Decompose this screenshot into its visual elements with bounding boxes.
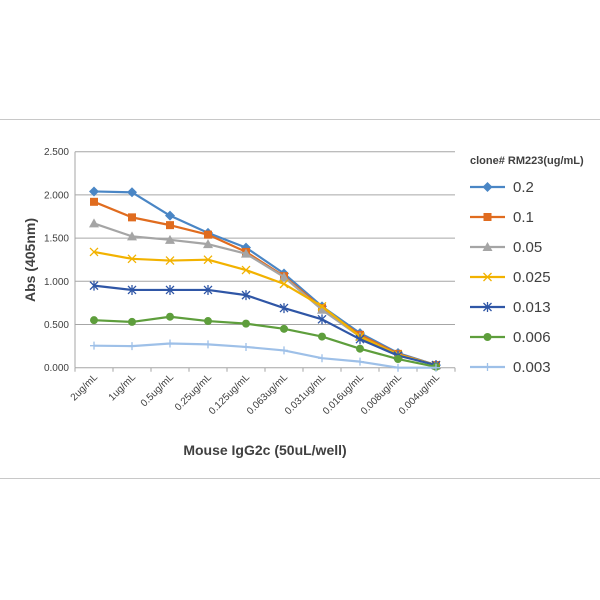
data-point	[89, 218, 99, 228]
x-tick-label: 1ug/mL	[107, 372, 139, 404]
series-line-0.006	[93, 315, 437, 368]
legend-marker	[482, 182, 493, 192]
series-line-0.025	[93, 250, 437, 367]
y-tick-label: 1.000	[44, 277, 69, 288]
data-point	[165, 256, 175, 266]
legend-label: 0.1	[513, 209, 534, 226]
data-point	[166, 221, 174, 230]
legend-marker	[483, 272, 492, 282]
data-point	[128, 317, 136, 326]
data-point	[318, 354, 326, 363]
legend-marker	[483, 363, 492, 371]
legend-marker	[483, 302, 492, 312]
legend-title: clone# RM223(ug/mL)	[470, 155, 584, 167]
data-point	[203, 255, 213, 265]
data-point	[432, 363, 440, 372]
data-point	[394, 363, 402, 372]
data-point	[242, 319, 250, 328]
series-line-0.1	[93, 200, 437, 367]
data-point	[89, 186, 99, 197]
data-point	[204, 317, 212, 326]
x-tick-label: 2ug/mL	[69, 372, 101, 404]
data-point	[279, 271, 289, 281]
legend-label: 0.003	[513, 359, 551, 376]
series-line-0.05	[93, 222, 437, 367]
data-point	[128, 213, 136, 222]
y-tick-label: 0.000	[44, 363, 69, 374]
data-point	[127, 231, 137, 241]
data-point	[165, 234, 175, 244]
data-point	[89, 247, 99, 257]
data-point	[356, 357, 364, 366]
data-point	[90, 341, 98, 350]
data-point	[279, 279, 289, 289]
y-tick-label: 1.500	[44, 234, 69, 245]
y-tick-label: 0.500	[44, 320, 69, 331]
data-point	[317, 314, 327, 325]
data-point	[279, 303, 289, 314]
data-point	[204, 230, 212, 239]
legend-label: 0.013	[513, 299, 551, 316]
chart-frame	[0, 119, 600, 479]
data-point	[241, 265, 251, 275]
data-point	[203, 284, 213, 295]
series-line-0.003	[93, 342, 436, 369]
data-point	[317, 304, 327, 314]
y-axis-title: Abs (405nm)	[22, 218, 38, 302]
legend-marker	[483, 333, 492, 341]
x-tick-label: 0.004ug/mL	[397, 372, 442, 417]
legend-marker	[483, 213, 492, 221]
y-tick-label: 2.000	[44, 190, 69, 201]
data-point	[127, 254, 137, 264]
legend-label: 0.2	[513, 179, 534, 196]
data-point	[166, 339, 174, 348]
data-point	[90, 197, 98, 206]
series-line-0.013	[93, 284, 437, 367]
data-point	[89, 280, 99, 291]
data-point	[241, 290, 251, 301]
data-point	[165, 210, 175, 221]
data-point	[165, 284, 175, 295]
data-point	[394, 355, 402, 364]
data-point	[241, 248, 251, 258]
data-point	[127, 284, 137, 295]
data-point	[166, 312, 174, 321]
series-line-0.2	[93, 190, 437, 367]
x-axis-title: Mouse IgG2c (50uL/well)	[183, 442, 346, 458]
data-point	[127, 187, 137, 198]
legend-label: 0.006	[513, 329, 551, 346]
data-point	[204, 340, 212, 349]
legend-label: 0.025	[513, 269, 551, 286]
data-point	[318, 332, 326, 341]
data-point	[355, 334, 365, 345]
data-point	[280, 346, 288, 355]
data-point	[317, 301, 327, 311]
data-point	[128, 342, 136, 351]
data-point	[280, 324, 288, 333]
legend-label: 0.05	[513, 239, 542, 256]
y-tick-label: 2.500	[44, 147, 69, 158]
data-point	[356, 344, 364, 353]
data-point	[242, 342, 250, 351]
data-point	[203, 239, 213, 249]
legend-marker	[482, 242, 493, 251]
x-tick-label: 0.5ug/mL	[139, 372, 177, 410]
data-point	[90, 316, 98, 325]
